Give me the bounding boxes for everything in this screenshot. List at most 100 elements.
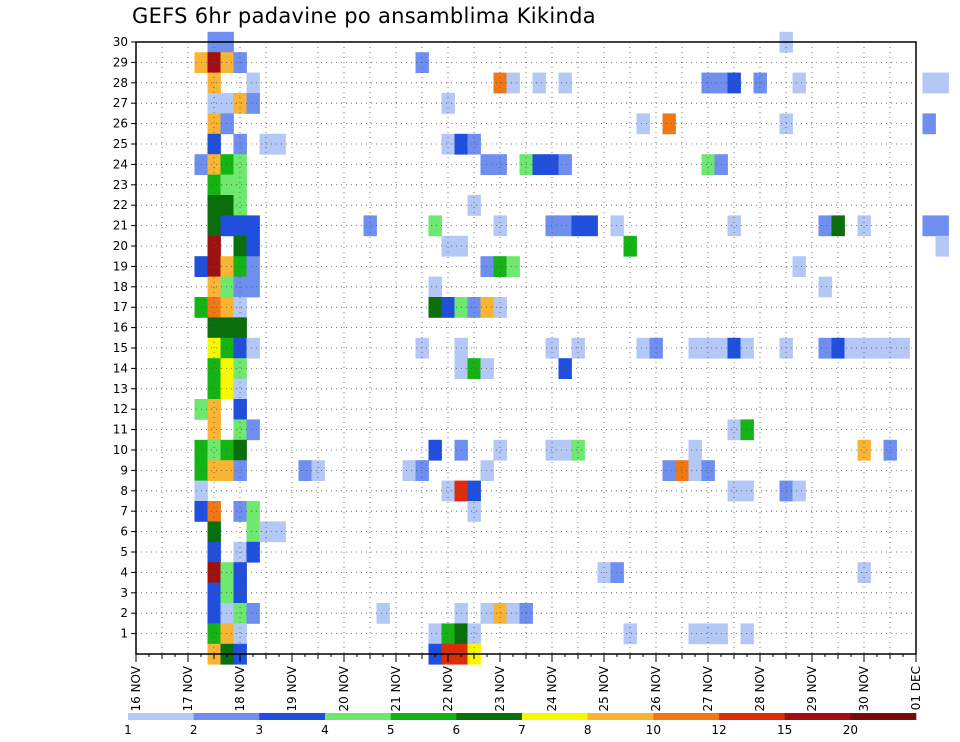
heat-cell: [701, 337, 715, 359]
heat-cell: [233, 603, 247, 624]
x-tick-label: 26 NOV: [649, 665, 663, 711]
x-tick-label: 16 NOV: [129, 665, 143, 711]
heat-cell: [688, 439, 702, 461]
heat-cell: [207, 439, 221, 461]
heat-cell: [571, 215, 585, 237]
heat-cell: [727, 480, 741, 502]
heat-cell: [870, 337, 884, 359]
heat-cell: [740, 337, 754, 359]
heat-cell: [246, 215, 260, 237]
heat-cell: [688, 623, 702, 645]
heat-cell: [857, 439, 871, 461]
heat-cell: [636, 337, 650, 359]
heat-cell: [545, 439, 559, 461]
legend-swatch: [587, 713, 654, 720]
heat-cell: [220, 358, 234, 379]
legend-swatch: [128, 713, 194, 720]
legend-swatch: [784, 713, 851, 720]
y-tick-label: 27: [113, 96, 128, 110]
heat-cell: [220, 215, 234, 237]
y-tick-label: 10: [113, 443, 128, 457]
heat-cell: [363, 215, 377, 237]
legend-label: 4: [321, 723, 329, 737]
legend-swatch: [390, 713, 457, 720]
y-tick-label: 9: [120, 463, 128, 477]
heat-cell: [233, 460, 247, 481]
heat-cell: [246, 337, 260, 359]
heat-cell: [207, 521, 221, 543]
heat-cell: [233, 439, 247, 461]
y-tick-label: 8: [120, 484, 128, 498]
heat-cell: [532, 154, 546, 175]
heat-cell: [740, 623, 754, 645]
x-axis: 16 NOV 17 NOV 18 NOV 19 NOV 20 NOV 21 NOV 22 N…: [129, 654, 923, 712]
heat-cell: [688, 460, 702, 481]
heat-cell: [207, 154, 221, 175]
heat-cell: [220, 174, 234, 196]
heat-cell: [441, 623, 455, 645]
heat-cell: [207, 358, 221, 379]
heat-cell: [220, 603, 234, 624]
heat-cell: [506, 256, 520, 277]
heat-cell: [441, 133, 455, 155]
heat-cell: [480, 460, 494, 481]
heat-cell: [688, 337, 702, 359]
x-tick-label: 30 NOV: [857, 665, 871, 711]
heat-cell: [272, 133, 286, 155]
heat-cell: [233, 133, 247, 155]
y-tick-label: 6: [120, 525, 128, 539]
grid-lines: [136, 42, 916, 654]
x-tick-label: 28 NOV: [753, 665, 767, 711]
heat-cell: [571, 439, 585, 461]
heat-cell: [896, 337, 910, 359]
heat-cell: [480, 256, 494, 277]
heat-cell: [467, 195, 481, 216]
heat-cell: [207, 419, 221, 441]
heat-cell: [298, 460, 312, 481]
heat-cell: [792, 480, 806, 502]
legend-label: 15: [777, 723, 792, 737]
legend-label: 10: [646, 723, 661, 737]
y-tick-label: 1: [120, 627, 128, 641]
heat-cell: [207, 378, 221, 400]
y-tick-label: 28: [113, 76, 128, 90]
heat-cell: [220, 623, 234, 645]
heat-cell: [493, 256, 507, 277]
heat-cell: [623, 623, 637, 645]
heat-cell: [558, 154, 572, 175]
heat-cell: [220, 52, 234, 73]
heat-cell: [233, 215, 247, 237]
y-tick-label: 21: [113, 219, 128, 233]
heat-cell: [532, 72, 546, 94]
heat-cell: [441, 235, 455, 257]
heat-cell: [220, 113, 234, 135]
heat-cell: [207, 113, 221, 135]
legend-label: 2: [190, 723, 198, 737]
heat-cell: [441, 93, 455, 114]
legend-swatch: [850, 713, 917, 720]
heat-cell: [701, 623, 715, 645]
heat-cell: [922, 113, 936, 135]
heat-cell: [935, 215, 949, 237]
heat-cell: [558, 72, 572, 94]
heat-cell: [233, 256, 247, 277]
heat-cell: [220, 195, 234, 216]
y-tick-label: 14: [113, 361, 128, 375]
heat-cell: [883, 439, 897, 461]
x-tick-label: 25 NOV: [597, 665, 611, 711]
heat-cell: [311, 460, 325, 481]
heat-cell: [233, 358, 247, 379]
x-tick-label: 17 NOV: [181, 665, 195, 711]
y-tick-label: 11: [113, 423, 128, 437]
heat-cell: [246, 603, 260, 624]
heat-cell: [831, 337, 845, 359]
heat-cell: [493, 215, 507, 237]
legend-label: 1: [124, 723, 132, 737]
heat-cell: [207, 256, 221, 277]
heat-cell: [935, 235, 949, 257]
x-tick-label: 27 NOV: [701, 665, 715, 711]
heat-cell: [220, 378, 234, 400]
y-tick-label: 19: [113, 259, 128, 273]
y-tick-label: 24: [113, 157, 128, 171]
